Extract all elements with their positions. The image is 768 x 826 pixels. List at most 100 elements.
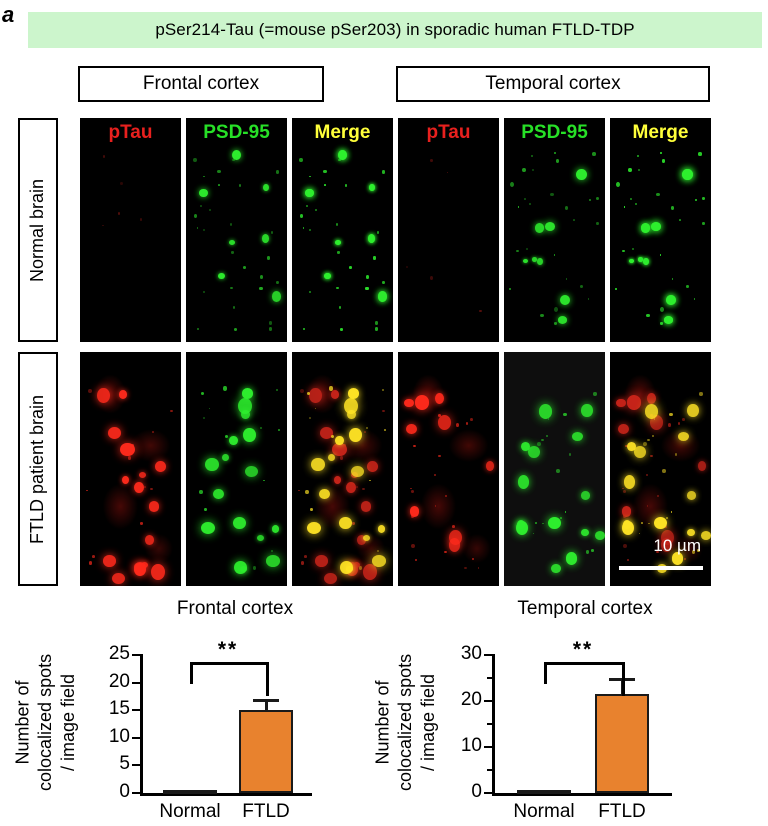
- fluorescent-punctum: [314, 407, 317, 410]
- fluorescent-punctum: [638, 169, 641, 172]
- fluorescent-punctum: [429, 158, 433, 163]
- fluorescent-punctum: [338, 159, 341, 162]
- fluorescent-punctum: [348, 427, 362, 442]
- fluorescent-punctum: [509, 182, 514, 188]
- fluorescent-punctum: [560, 517, 563, 520]
- fluorescent-punctum: [299, 158, 303, 163]
- fluorescent-punctum: [635, 203, 637, 205]
- fluorescent-punctum: [660, 306, 664, 312]
- fluorescent-punctum: [143, 486, 146, 489]
- fluorescent-punctum: [615, 182, 620, 188]
- fluorescent-punctum: [371, 555, 386, 567]
- fluorescent-punctum: [579, 284, 583, 288]
- x-axis-label-ftld: FTLD: [598, 801, 646, 822]
- fluorescent-punctum: [374, 327, 379, 331]
- fluorescent-punctum: [464, 566, 467, 570]
- fluorescent-punctum: [702, 196, 705, 200]
- fluorescent-punctum: [669, 412, 673, 417]
- micrograph-panel-frontal-normal-psd95: PSD-95: [186, 118, 287, 342]
- fluorescent-punctum: [438, 414, 452, 430]
- fluorescent-punctum: [196, 328, 199, 331]
- fluorescent-punctum: [305, 205, 308, 208]
- fluorescent-punctum: [332, 442, 347, 457]
- fluorescent-punctum: [446, 171, 449, 174]
- fluorescent-punctum: [346, 481, 357, 493]
- fluorescent-punctum: [663, 316, 674, 324]
- fluorescent-punctum: [437, 414, 441, 417]
- fluorescent-punctum: [412, 444, 416, 448]
- fluorescent-punctum: [406, 266, 409, 269]
- fluorescent-punctum: [621, 249, 625, 253]
- region-header-label: Temporal cortex: [485, 73, 621, 94]
- row-label-normal-brain: Normal brain: [18, 118, 58, 342]
- scale-bar-label: 10 µm: [653, 536, 701, 555]
- fluorescent-punctum: [659, 524, 664, 529]
- fluorescent-punctum: [414, 395, 430, 410]
- fluorescent-punctum: [404, 398, 414, 407]
- fluorescent-punctum: [696, 549, 700, 552]
- fluorescent-punctum: [623, 475, 636, 490]
- fluorescent-punctum: [378, 291, 388, 302]
- fluorescent-punctum: [596, 196, 599, 200]
- channel-label-ptau: pTau: [426, 122, 471, 143]
- significance-marker: **: [572, 638, 594, 661]
- fluorescent-punctum: [309, 228, 312, 232]
- fluorescent-punctum: [335, 435, 344, 446]
- fluorescent-punctum: [319, 488, 330, 500]
- fluorescent-punctum: [221, 453, 230, 462]
- fluorescent-punctum: [651, 221, 662, 231]
- fluorescent-punctum: [685, 284, 689, 288]
- fluorescent-punctum: [553, 524, 558, 529]
- fluorescent-punctum: [632, 247, 635, 251]
- fluorescent-punctum: [646, 392, 656, 404]
- fluorescent-punctum: [324, 572, 338, 584]
- fluorescent-punctum: [299, 158, 303, 163]
- fluorescent-punctum: [336, 286, 340, 290]
- y-axis-label-text: / image field: [58, 673, 79, 772]
- fluorescent-punctum: [335, 223, 338, 226]
- fluorescent-punctum: [686, 491, 696, 500]
- fluorescent-punctum: [310, 507, 313, 512]
- fluorescent-punctum: [363, 431, 367, 434]
- fluorescent-punctum: [148, 501, 160, 512]
- fluorescent-punctum: [547, 517, 561, 530]
- chart-x-axis: [492, 793, 672, 796]
- bar-ftld: [595, 694, 649, 793]
- fluorescent-punctum: [223, 386, 227, 391]
- fluorescent-punctum: [537, 257, 544, 265]
- fluorescent-punctum: [335, 223, 338, 226]
- fluorescent-punctum: [151, 431, 155, 434]
- fluorescent-punctum: [410, 544, 415, 549]
- chart-title-frontal: Frontal cortex: [176, 598, 294, 619]
- fluorescent-punctum: [642, 441, 647, 446]
- fluorescent-punctum: [193, 158, 197, 163]
- fluorescent-punctum: [259, 426, 262, 430]
- fluorescent-punctum: [536, 441, 541, 446]
- channel-label-merge: Merge: [632, 122, 689, 143]
- fluorescent-punctum: [565, 552, 578, 565]
- fluorescent-punctum: [365, 286, 369, 291]
- fluorescent-punctum: [381, 409, 385, 413]
- fluorescent-punctum: [656, 550, 660, 554]
- fluorescent-punctum: [685, 284, 689, 288]
- fluorescent-punctum: [319, 427, 333, 439]
- fluorescent-punctum: [355, 486, 358, 489]
- fluorescent-punctum: [343, 397, 359, 415]
- fluorescent-punctum: [615, 288, 618, 291]
- x-axis-label-normal: Normal: [513, 801, 575, 822]
- fluorescent-punctum: [237, 397, 253, 415]
- fluorescent-punctum: [678, 422, 681, 426]
- fluorescent-punctum: [466, 422, 469, 426]
- fluorescent-punctum: [202, 417, 205, 420]
- fluorescent-punctum: [305, 489, 310, 495]
- fluorescent-punctum: [668, 423, 672, 428]
- fluorescent-punctum: [635, 203, 637, 205]
- fluorescent-punctum: [244, 466, 258, 478]
- y-axis-label-text: colocalized spots: [395, 653, 416, 792]
- channel-label-psd95: PSD-95: [203, 122, 270, 143]
- fluorescent-punctum: [304, 188, 314, 198]
- fluorescent-punctum: [339, 516, 353, 530]
- fluorescent-punctum: [278, 428, 281, 431]
- background-haze: [80, 352, 181, 586]
- fluorescent-punctum: [97, 387, 110, 403]
